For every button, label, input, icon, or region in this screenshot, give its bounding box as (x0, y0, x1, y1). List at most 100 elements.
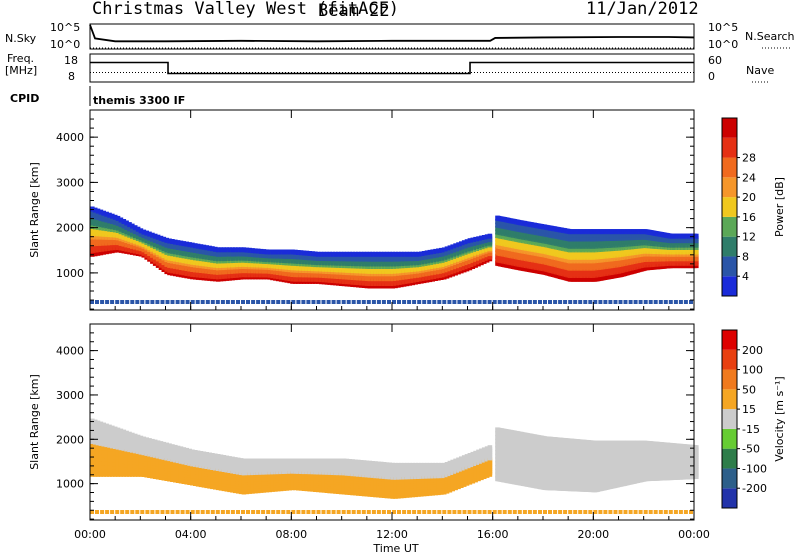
power-cell (296, 250, 301, 255)
velocity-cell (90, 459, 95, 465)
power-cell (258, 248, 264, 254)
velocity-cell (144, 445, 149, 451)
power-cell (92, 247, 98, 253)
velocity-cell (130, 468, 135, 474)
velocity-cell (164, 470, 169, 476)
noise-tick-left-high: 10^5 (50, 21, 80, 34)
velocity-cell (147, 440, 152, 446)
velocity-cell (98, 433, 104, 439)
power-cell (104, 246, 109, 252)
power-ground-cell (261, 300, 266, 304)
power-cell (101, 231, 106, 237)
velocity-cell (155, 464, 161, 469)
power-cell (118, 217, 124, 223)
velocity-cell (92, 419, 98, 425)
power-cell (464, 239, 470, 245)
power-colorbar-label: 20 (742, 191, 756, 204)
beam-label: Beam 22 (318, 1, 390, 21)
velocity-cell (138, 435, 144, 441)
velocity-cell (158, 462, 164, 467)
power-ground-cell (598, 300, 603, 304)
velocity-cell (161, 465, 167, 471)
velocity-cell (112, 430, 118, 436)
power-cell (112, 222, 118, 228)
power-cell (110, 234, 115, 240)
velocity-cell (110, 454, 115, 459)
velocity-cell (130, 444, 135, 450)
velocity-cell (121, 439, 127, 445)
power-cell (101, 213, 106, 219)
power-cell (104, 240, 109, 246)
velocity-cell (92, 439, 98, 445)
velocity-cell (115, 441, 121, 447)
power-ground-cell (190, 300, 195, 304)
velocity-cell (98, 429, 104, 435)
velocity-cell (152, 442, 158, 448)
power-cell (387, 251, 393, 257)
velocity-cell (124, 462, 129, 468)
power-cell (467, 238, 473, 244)
power-cell (221, 247, 227, 253)
velocity-cell (115, 427, 121, 433)
velocity-cell (115, 458, 121, 464)
power-cell (224, 247, 230, 253)
power-ground-cell (301, 300, 306, 304)
power-ground-cell (568, 300, 573, 304)
velocity-cell (164, 447, 169, 453)
velocity-cell (118, 445, 124, 451)
velocity-cell (158, 456, 164, 462)
velocity-cell (104, 460, 109, 466)
power-cell (275, 249, 281, 255)
power-cell (110, 213, 115, 219)
noise-tick-left-low: 10^0 (50, 38, 80, 51)
power-cell (447, 245, 453, 251)
velocity-cell (178, 446, 184, 452)
power-ground-cell (623, 300, 628, 304)
power-ytick-label: 4000 (56, 131, 84, 144)
power-cell (101, 240, 106, 246)
power-cell (378, 251, 384, 257)
velocity-cell (155, 450, 161, 456)
power-cell (453, 243, 458, 249)
power-cell (138, 228, 144, 234)
velocity-cell (112, 440, 118, 446)
power-cell (173, 239, 178, 245)
power-ground-cell (195, 300, 200, 304)
power-cell (104, 243, 109, 249)
power-cell (98, 231, 104, 237)
power-cell (110, 216, 115, 222)
power-ground-cell (462, 300, 467, 304)
power-cell (238, 247, 244, 253)
power-colorbar-label: 24 (742, 171, 756, 184)
velocity-cell (158, 443, 164, 449)
velocity-cell (158, 459, 164, 465)
velocity-cell (124, 456, 129, 461)
power-cell (241, 247, 247, 253)
velocity-cell (127, 471, 132, 477)
velocity-cell (121, 449, 127, 455)
velocity-cell (141, 455, 147, 461)
velocity-cell (155, 461, 161, 467)
power-ground-cell (578, 300, 583, 304)
power-cell (298, 250, 304, 256)
velocity-cell (107, 453, 112, 459)
power-cell (101, 222, 106, 228)
velocity-cell (132, 436, 138, 442)
power-cell (158, 235, 164, 241)
power-ground-cell (376, 300, 381, 304)
velocity-cell (173, 444, 178, 450)
velocity-cell (158, 449, 164, 454)
velocity-cell (141, 452, 147, 458)
power-cell (90, 230, 95, 236)
velocity-cell (150, 438, 155, 444)
velocity-cell (95, 463, 101, 469)
power-cell (141, 229, 147, 235)
power-ground-cell (538, 300, 542, 304)
power-ground-cell (517, 300, 522, 304)
velocity-cell (101, 441, 106, 447)
power-ground-cell (311, 300, 316, 304)
power-cell (215, 247, 221, 253)
velocity-cell (118, 428, 124, 434)
velocity-cell (124, 465, 129, 471)
